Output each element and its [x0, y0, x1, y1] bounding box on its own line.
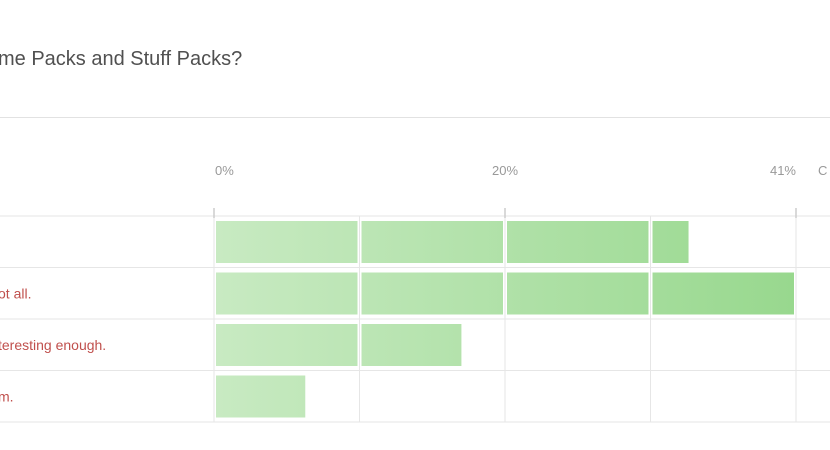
title-divider [0, 117, 830, 118]
bar-chart: ot all. teresting enough. m. 0% 20% 41% C [0, 163, 830, 423]
bar-segment [361, 221, 503, 263]
x-tick-label-partial: C [818, 163, 827, 178]
bar-segment [361, 324, 462, 366]
bar-segment [507, 272, 649, 315]
x-tick-label: 20% [492, 163, 518, 178]
grid-lines [0, 215, 830, 423]
row-label: ot all. [0, 285, 31, 301]
bar-segment [652, 221, 689, 263]
bar-segment [216, 221, 358, 263]
bar-segment [361, 272, 503, 315]
bar-segment [507, 221, 649, 263]
x-axis-ticks: 0% 20% 41% C [213, 163, 827, 218]
bar [216, 375, 306, 418]
bar [216, 221, 689, 263]
row-labels: ot all. teresting enough. m. [0, 285, 106, 404]
bar-segment [216, 272, 358, 315]
x-tick-label: 41% [770, 163, 796, 178]
bar [216, 272, 794, 315]
bar-segment [216, 375, 306, 418]
bar [216, 324, 462, 366]
question-title: me Packs and Stuff Packs? [0, 48, 243, 70]
bars [216, 221, 794, 418]
bar-segment [216, 324, 358, 366]
bar-segment [652, 272, 794, 315]
x-tick-label: 0% [215, 163, 234, 178]
row-label: m. [0, 388, 14, 404]
row-label: teresting enough. [0, 337, 106, 353]
